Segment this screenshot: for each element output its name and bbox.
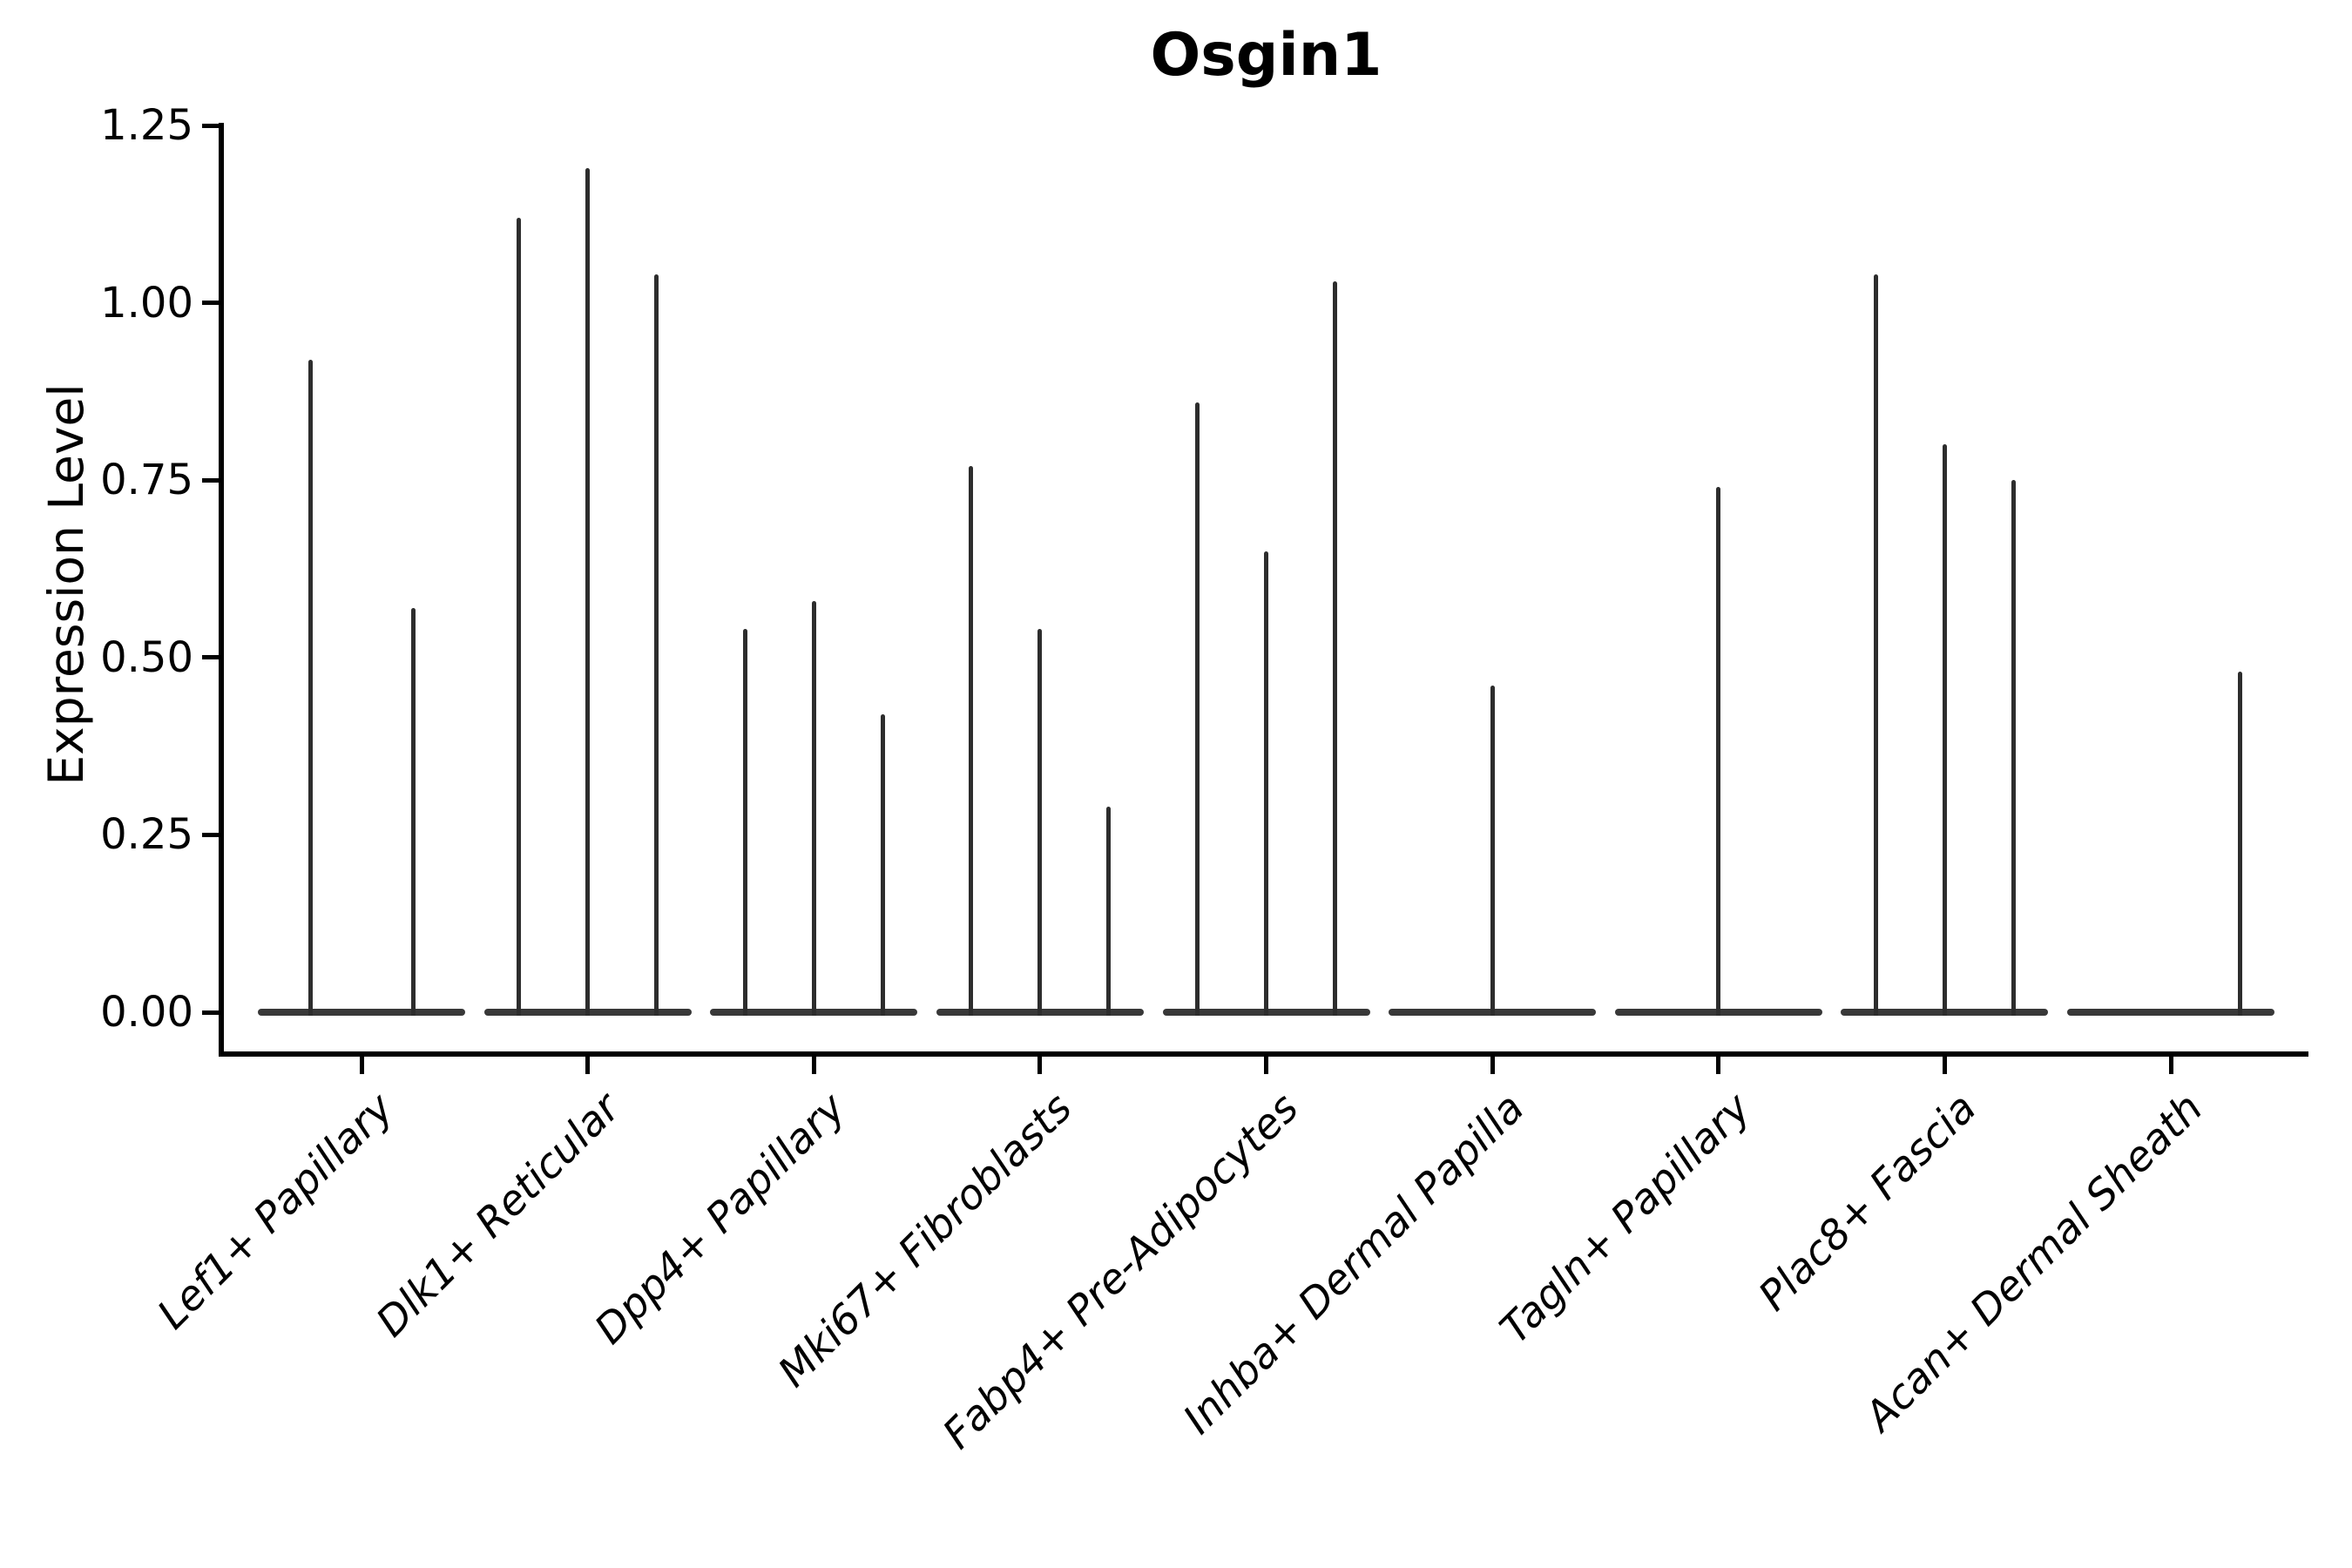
violin-spike xyxy=(585,167,591,1016)
x-tick xyxy=(359,1057,364,1074)
x-tick-label: Dlk1+ Reticular xyxy=(367,1084,630,1347)
violin-baseline xyxy=(2067,1009,2274,1016)
y-tick-label: 0.00 xyxy=(100,988,193,1037)
violin-spike xyxy=(1873,274,1878,1016)
violin-spike xyxy=(654,274,659,1016)
violin-spike xyxy=(2011,480,2016,1016)
x-tick xyxy=(1490,1057,1495,1074)
violin-spike xyxy=(1333,281,1337,1016)
violin-spike xyxy=(1195,402,1200,1016)
violin-spike xyxy=(1106,806,1112,1016)
y-tick xyxy=(202,832,219,837)
y-tick-label: 0.75 xyxy=(100,456,193,505)
x-axis-spine xyxy=(219,1051,2308,1057)
x-tick xyxy=(1264,1057,1268,1074)
y-tick xyxy=(202,1010,219,1015)
x-tick-label: Mki67+ Fibroblasts xyxy=(768,1084,1082,1397)
x-tick xyxy=(585,1057,591,1074)
violin-spike xyxy=(308,359,313,1016)
violin-spike xyxy=(969,465,974,1016)
y-tick-label: 1.25 xyxy=(100,101,193,150)
violin-spike xyxy=(880,713,885,1016)
violin-spike xyxy=(1716,487,1721,1016)
x-tick-label: Fabp4+ Pre-Adipocytes xyxy=(933,1084,1308,1459)
x-tick xyxy=(1716,1057,1721,1074)
violin-spike xyxy=(1264,551,1268,1016)
y-tick-label: 1.00 xyxy=(100,278,193,328)
violin-spike xyxy=(517,217,522,1016)
x-tick-label: Acan+ Dermal Sheath xyxy=(1855,1084,2213,1441)
y-axis-spine xyxy=(219,123,224,1057)
y-tick xyxy=(202,655,219,660)
violin-spike xyxy=(1942,444,1947,1016)
x-tick-label: Inhba+ Dermal Papilla xyxy=(1174,1084,1534,1444)
y-tick-label: 0.25 xyxy=(100,810,193,860)
x-tick xyxy=(2168,1057,2173,1074)
y-tick xyxy=(202,477,219,483)
violin-spike xyxy=(811,600,816,1016)
plot-title: Osgin1 xyxy=(1150,21,1382,90)
y-tick xyxy=(202,123,219,128)
x-tick-label: Tagln+ Papillary xyxy=(1490,1084,1761,1354)
violin-spike xyxy=(1037,629,1043,1016)
y-tick xyxy=(202,301,219,306)
violin-baseline xyxy=(258,1009,465,1016)
y-tick-label: 0.50 xyxy=(100,632,193,682)
x-tick-label: Dpp4+ Papillary xyxy=(585,1084,855,1354)
violin-spike xyxy=(2237,672,2242,1016)
violin-spike xyxy=(410,607,416,1016)
violin-spike xyxy=(742,629,747,1016)
x-tick-label: Plac8+ Fascia xyxy=(1749,1084,1986,1321)
x-tick-label: Lef1+ Papillary xyxy=(148,1084,403,1339)
x-tick xyxy=(811,1057,816,1074)
x-tick xyxy=(1942,1057,1947,1074)
x-tick xyxy=(1037,1057,1043,1074)
violin-spike xyxy=(1490,686,1495,1016)
